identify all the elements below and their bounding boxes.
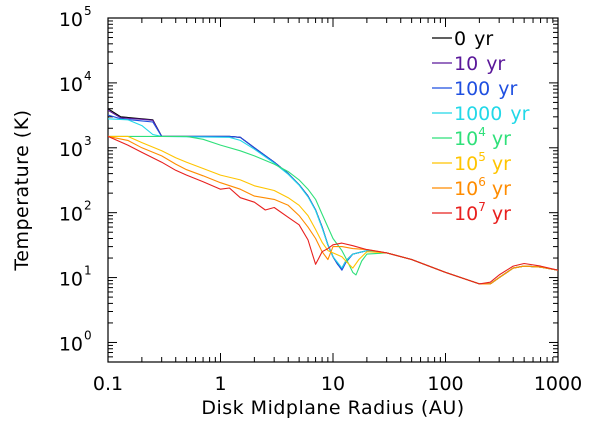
legend-label-base: 10 [454,128,478,150]
y-tick-exponent: 4 [84,69,92,83]
legend-label-1: 10 yr [454,53,505,75]
y-tick-label: 10 [59,204,83,226]
series-line-5 [108,135,558,285]
legend-label-2: 100 yr [454,78,518,100]
legend-label-base: 0 [454,28,466,50]
legend-label-7: 107 yr [454,200,511,225]
legend-label-unit: yr [492,128,511,150]
legend-label-unit: yr [486,53,505,75]
legend-label-exponent: 4 [478,125,486,139]
legend-label-unit: yr [474,28,493,50]
legend-label-0: 0 yr [454,28,493,50]
y-tick-label: 10 [59,139,83,161]
legend-label-unit: yr [492,178,511,200]
x-axis-title: Disk Midplane Radius (AU) [201,397,464,419]
series-line-7 [108,135,558,285]
legend-label-exponent: 5 [478,150,486,164]
legend-label-4: 104 yr [454,125,511,150]
legend-label-unit: yr [510,103,529,125]
y-tick-label: 10 [59,333,83,355]
axes-frame [107,17,559,363]
y-tick-label: 10 [59,269,83,291]
y-tick-exponent: 2 [84,199,92,213]
series-line-3 [108,118,558,285]
legend-label-exponent: 7 [478,200,486,214]
legend-label-unit: yr [498,78,517,100]
legend-label-exponent: 6 [478,175,486,189]
legend-label-base: 10 [454,178,478,200]
y-axis-title: Temperature (K) [11,109,33,271]
y-tick-exponent: 0 [84,328,92,342]
x-tick-label: 1 [214,373,226,395]
legend-label-5: 105 yr [454,150,511,175]
series-line-6 [108,135,558,285]
legend-label-6: 106 yr [454,175,511,200]
legend-label-base: 10 [454,53,478,75]
legend-label-base: 100 [454,78,490,100]
series-line-2 [108,114,558,285]
legend-label-base: 1000 [454,103,502,125]
y-tick-label: 10 [59,9,83,31]
y-tick-exponent: 1 [84,264,92,278]
legend-label-base: 10 [454,153,478,175]
legend-label-3: 1000 yr [454,103,530,125]
y-tick-label: 10 [59,74,83,96]
series-line-4 [108,135,558,285]
x-tick-label: 0.1 [93,373,123,395]
x-tick-label: 100 [427,373,463,395]
x-tick-label: 1000 [534,373,582,395]
x-tick-label: 10 [321,373,345,395]
legend-label-unit: yr [492,153,511,175]
y-tick-exponent: 3 [84,134,92,148]
legend-label-unit: yr [492,203,511,225]
y-tick-exponent: 5 [84,4,92,18]
legend-label-base: 10 [454,203,478,225]
plot-series [108,108,558,285]
